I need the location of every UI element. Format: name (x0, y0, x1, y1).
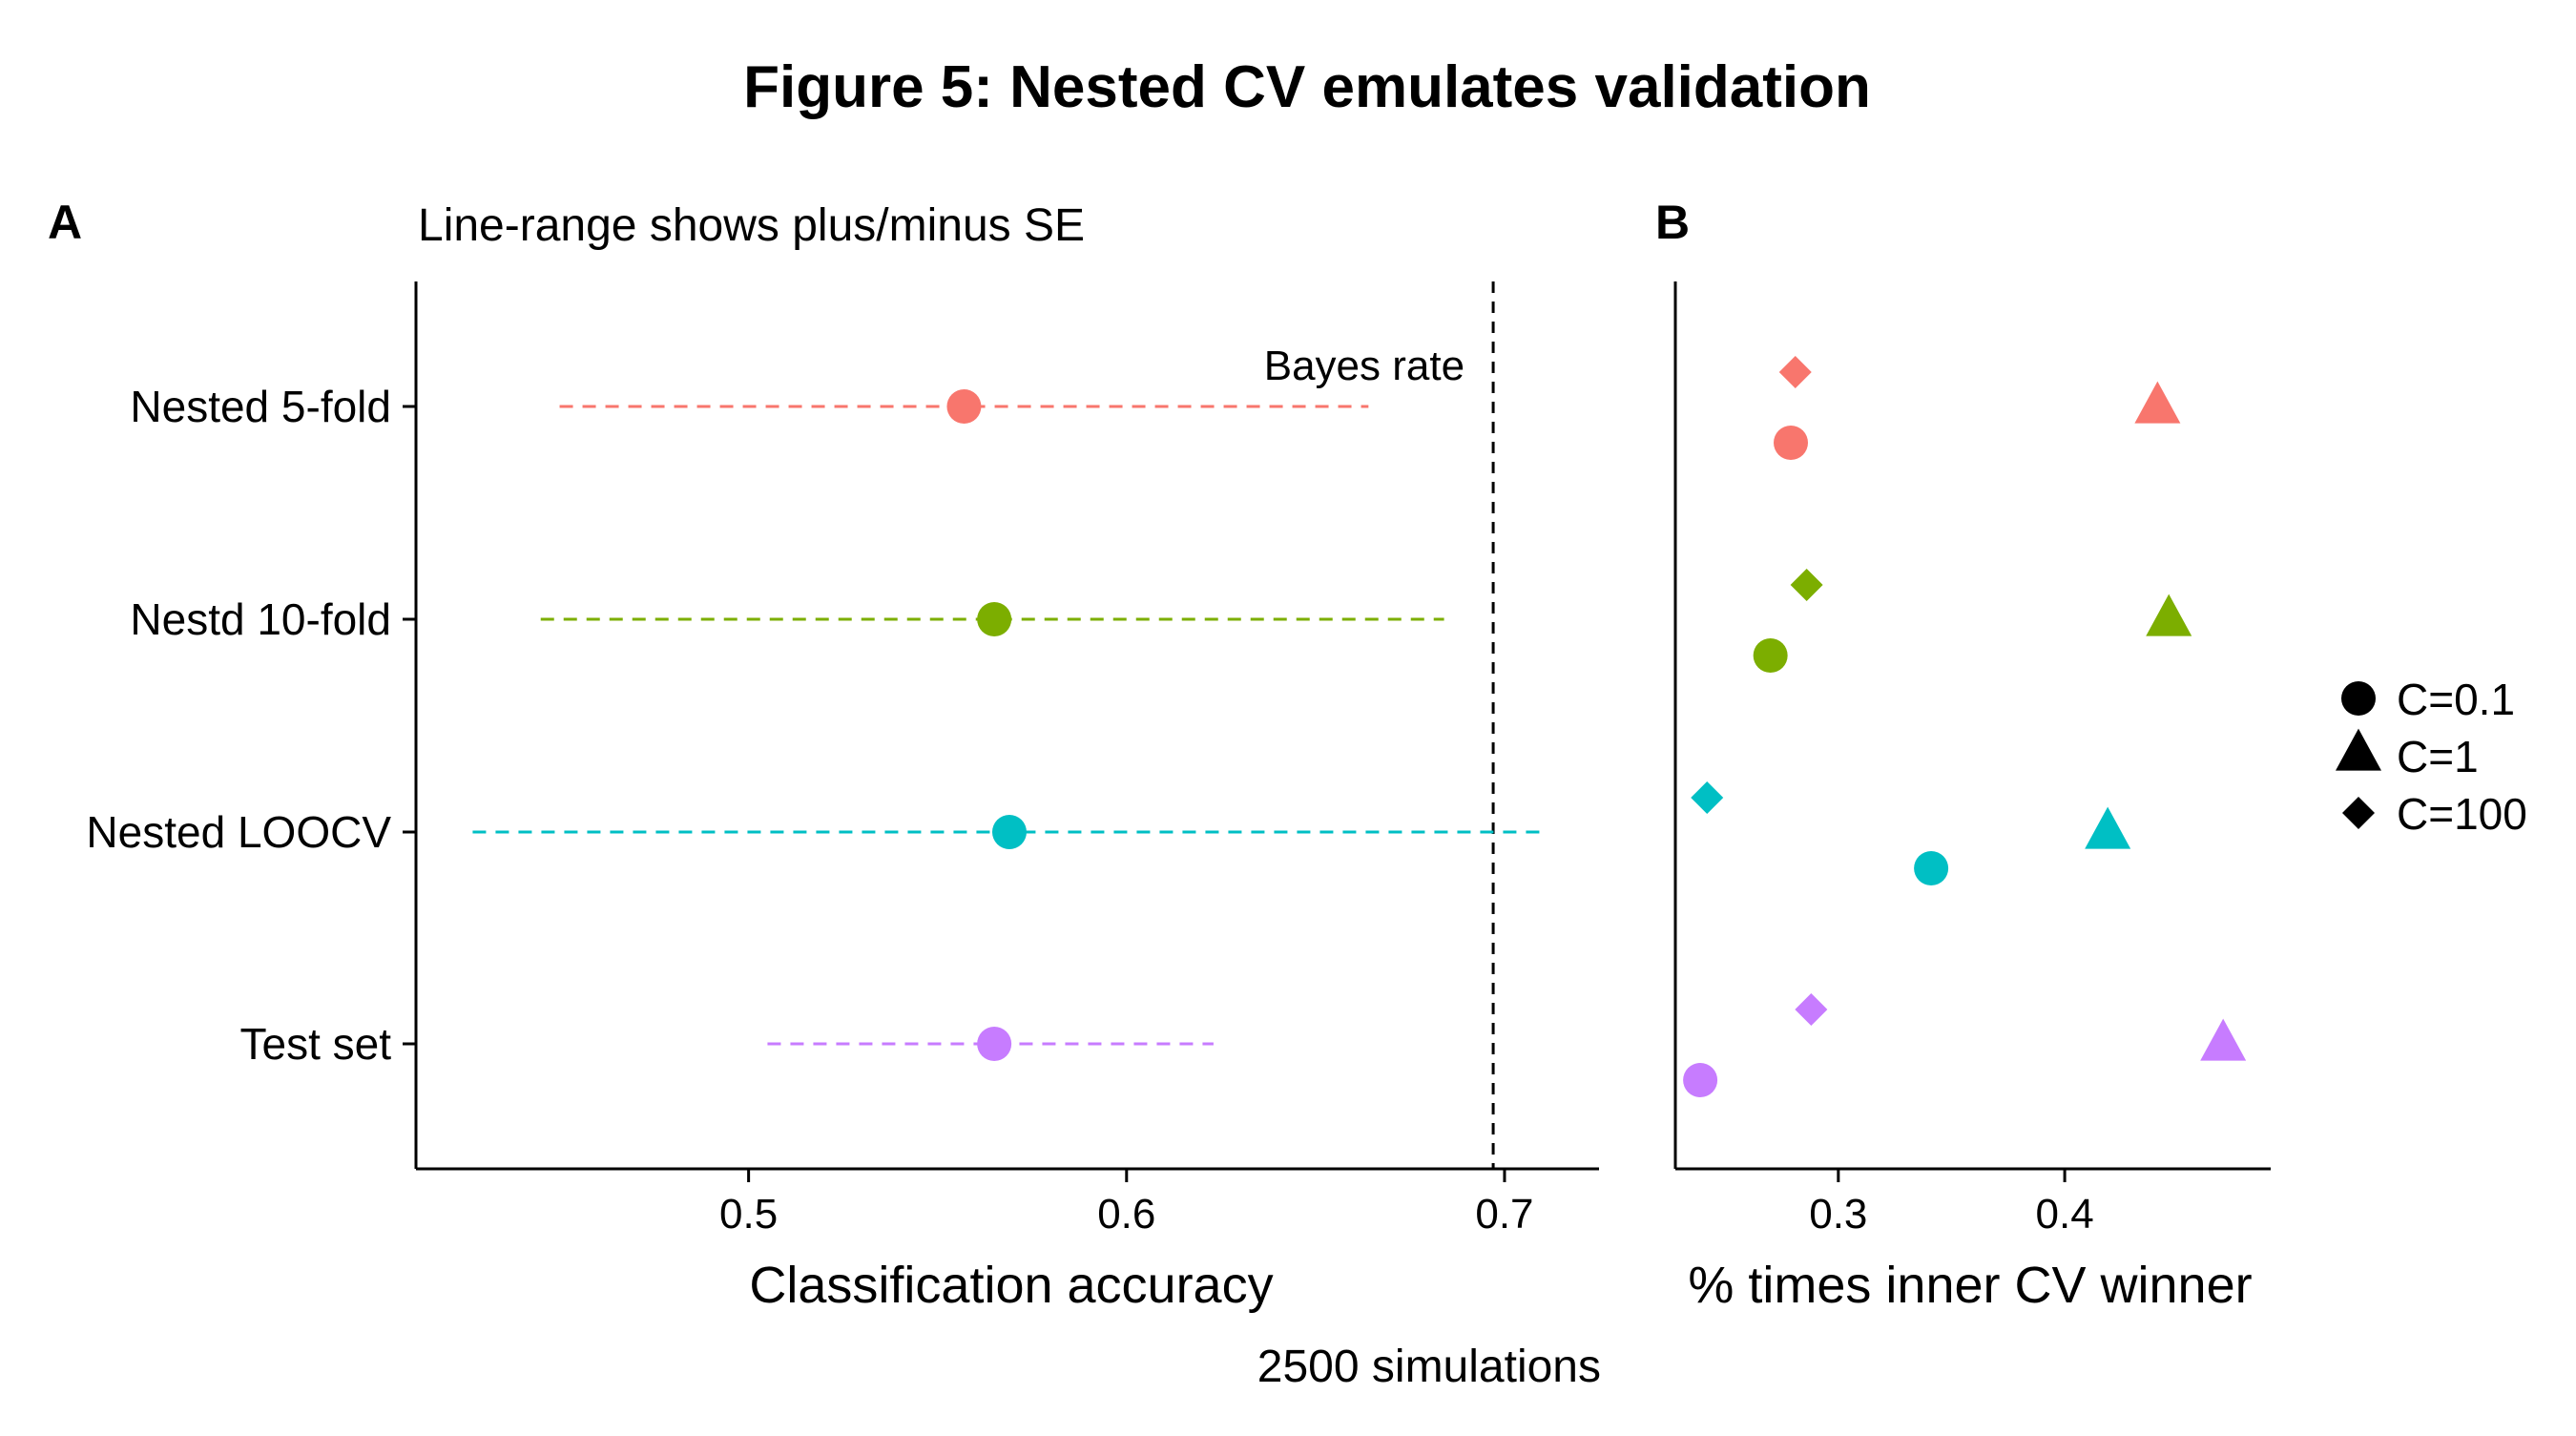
panel-a-mean-point (977, 1027, 1012, 1061)
panel-b-x-tick-label: 0.3 (1809, 1191, 1867, 1238)
panel-a-mean-point (946, 389, 982, 424)
panel-a-y-tick-label: Nestd 10-fold (130, 594, 391, 644)
legend-label: C=100 (2397, 789, 2527, 839)
panel-b-point-diamond (1790, 569, 1823, 601)
legend-label: C=0.1 (2397, 675, 2515, 724)
panel-b-point-triangle (2146, 593, 2192, 636)
panel-a-label: A (48, 196, 82, 249)
legend: C=0.1 C=1 C=100 (2336, 675, 2527, 839)
panel-a-x-tick-label: 0.6 (1097, 1191, 1155, 1238)
panel-a-subtitle: Line-range shows plus/minus SE (418, 200, 1085, 251)
panel-b-point-diamond (1778, 356, 1812, 388)
panel-b-point-circle (1753, 638, 1788, 673)
panel-b-point-diamond (1795, 993, 1828, 1026)
panel-b-point-diamond (1691, 781, 1724, 814)
bayes-rate-label: Bayes rate (1264, 343, 1465, 389)
panel-b-point-triangle (2200, 1018, 2247, 1061)
legend-label: C=1 (2397, 732, 2479, 781)
panel-a-x-tick-label: 0.7 (1475, 1191, 1533, 1238)
panel-b-point-triangle (2085, 806, 2131, 849)
panel-a-plot: 0.5 0.6 0.7 Nested 5-fold Nestd 10-fold Neste… (86, 281, 1599, 1238)
panel-a-y-tick-label: Nested 5-fold (130, 382, 391, 431)
panel-b-point-triangle (2134, 381, 2181, 424)
panel-b-x-axis-title: % times inner CV winner (1688, 1257, 2252, 1314)
panel-a-x-axis-title: Classification accuracy (749, 1257, 1273, 1314)
panel-b-point-circle (1914, 851, 1949, 885)
panel-b-plot: 0.3 0.4 (1673, 281, 2271, 1238)
figure-caption: 2500 simulations (1257, 1342, 1601, 1392)
legend-key-triangle (2336, 728, 2381, 771)
panel-b-point-circle (1774, 426, 1809, 460)
panel-a-y-tick-label: Test set (239, 1019, 391, 1069)
legend-key-diamond (2342, 797, 2375, 829)
panel-a-y-tick-label: Nested LOOCV (86, 807, 391, 857)
figure-title: Figure 5: Nested CV emulates validation (743, 54, 1871, 120)
panel-b-point-circle (1683, 1063, 1718, 1097)
panel-a-mean-point (991, 815, 1027, 849)
panel-a-mean-point (977, 602, 1012, 636)
panel-b-label: B (1655, 196, 1690, 249)
panel-a-x-tick-label: 0.5 (719, 1191, 778, 1238)
legend-key-circle (2341, 681, 2376, 716)
panel-b-x-tick-label: 0.4 (2036, 1191, 2094, 1238)
